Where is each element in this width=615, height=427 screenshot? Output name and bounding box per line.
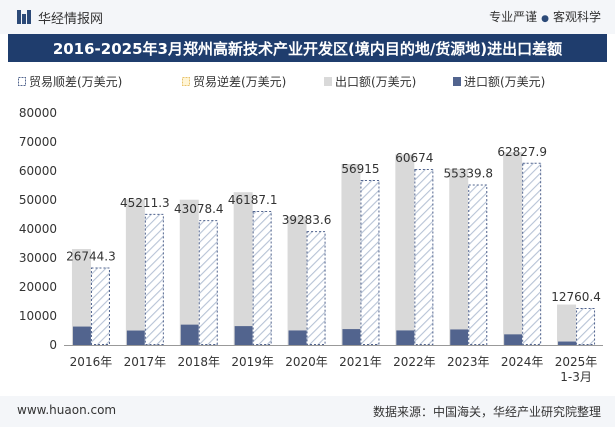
title-bar: 2016-2025年3月郑州高新技术产业开发区(境内目的地/货源地)进出口差额 (8, 34, 607, 62)
bar-export (557, 304, 577, 345)
bar-import (450, 329, 469, 345)
legend-label-deficit: 贸易逆差(万美元) (193, 75, 287, 89)
x-tick-label: 2023年 (447, 355, 490, 369)
bar-surplus-outline (360, 179, 380, 345)
bar-import (558, 341, 577, 345)
bar-surplus-outline (252, 211, 272, 345)
data-label: 62827.9 (497, 145, 547, 159)
bar-export (341, 164, 361, 345)
bar-export (449, 168, 469, 345)
x-tick-label: 2025年 (555, 355, 598, 369)
bar-import (234, 326, 253, 345)
bar-surplus (414, 169, 434, 345)
data-label: 39283.6 (282, 213, 332, 227)
chart-area: 0 10000 20000 30000 40000 50000 60000 70000 8000… (19, 106, 603, 384)
bar-surplus (144, 213, 164, 345)
bar-surplus (252, 211, 272, 345)
y-tick-label: 40000 (19, 222, 57, 236)
x-tick-label: 2019年 (231, 355, 274, 369)
data-label: 46187.1 (228, 193, 278, 207)
chart-title: 2016-2025年3月郑州高新技术产业开发区(境内目的地/货源地)进出口差额 (52, 40, 563, 58)
legend-swatch-export (324, 77, 332, 86)
header-bar: 华经情报网 专业严谨 ● 客观科学 (0, 0, 615, 34)
y-tick-label: 10000 (19, 309, 57, 323)
bar-surplus-outline (576, 307, 596, 346)
bar-surplus (90, 267, 110, 345)
bar-export (179, 199, 199, 345)
data-label: 55339.8 (443, 167, 493, 181)
data-label: 12760.4 (551, 290, 601, 304)
bar-import (342, 329, 361, 345)
x-tick-label: 2017年 (124, 355, 167, 369)
bar-export (503, 152, 523, 345)
bar-surplus-outline (198, 220, 218, 346)
tagline-left: 专业严谨 (489, 10, 538, 24)
x-tick-label: 2020年 (285, 355, 328, 369)
y-tick-label: 50000 (19, 193, 57, 207)
bar-export (71, 249, 91, 345)
y-tick-label: 20000 (19, 280, 57, 294)
bar-surplus-outline (144, 213, 164, 345)
footer-website: www.huaon.com (17, 403, 117, 417)
legend-swatch-deficit (182, 77, 190, 86)
bar-surplus-outline (90, 267, 110, 345)
bar-surplus (198, 220, 218, 345)
data-label: 45211.3 (120, 196, 170, 210)
tagline: 专业严谨 ● 客观科学 (489, 8, 601, 25)
legend-label-surplus: 贸易顺差(万美元) (29, 75, 123, 89)
data-label: 43078.4 (174, 202, 224, 216)
bar-export (395, 154, 415, 345)
x-tick-label: 2022年 (393, 355, 436, 369)
bar-surplus (468, 184, 488, 345)
bar-surplus-outline (468, 184, 488, 345)
x-tick-label: 2016年 (70, 355, 113, 369)
footer-source: 数据来源：中国海关，华经产业研究院整理 (372, 405, 601, 419)
brand-name: 华经情报网 (38, 12, 104, 27)
bar-import (126, 330, 145, 345)
y-tick-label: 80000 (19, 106, 57, 120)
dot-icon: ● (541, 14, 549, 24)
bar-surplus (306, 231, 326, 345)
legend-swatch-surplus (18, 77, 26, 86)
data-label: 60674 (395, 151, 433, 165)
bar-surplus-outline (414, 169, 434, 345)
bar-surplus (576, 307, 596, 345)
y-tick-label: 60000 (19, 164, 57, 178)
footer-bar (0, 396, 615, 427)
bar-import (180, 324, 199, 345)
y-tick-label: 0 (49, 338, 57, 352)
bar-surplus (522, 162, 542, 345)
bar-import (72, 326, 91, 345)
x-tick-label: 2024年 (501, 355, 544, 369)
legend-swatch-import (453, 77, 461, 86)
y-tick-label: 30000 (19, 251, 57, 265)
x-tick-label: 1-3月 (560, 370, 592, 384)
logo-icon (17, 10, 31, 24)
bar-import (396, 330, 415, 345)
bar-surplus-outline (522, 162, 542, 345)
bar-import (288, 330, 307, 345)
data-label: 56915 (341, 162, 379, 176)
data-label: 26744.3 (66, 249, 116, 263)
bar-import (504, 334, 523, 345)
legend-label-import: 进口额(万美元) (464, 75, 546, 89)
legend-label-export: 出口额(万美元) (335, 75, 417, 89)
bar-export (233, 192, 253, 345)
x-tick-label: 2018年 (177, 355, 220, 369)
y-tick-label: 70000 (19, 135, 57, 149)
bar-surplus-outline (306, 231, 326, 345)
x-tick-label: 2021年 (339, 355, 382, 369)
bar-export (125, 199, 145, 345)
bar-export (287, 216, 307, 345)
tagline-right: 客观科学 (552, 10, 601, 24)
bar-surplus (360, 179, 380, 345)
